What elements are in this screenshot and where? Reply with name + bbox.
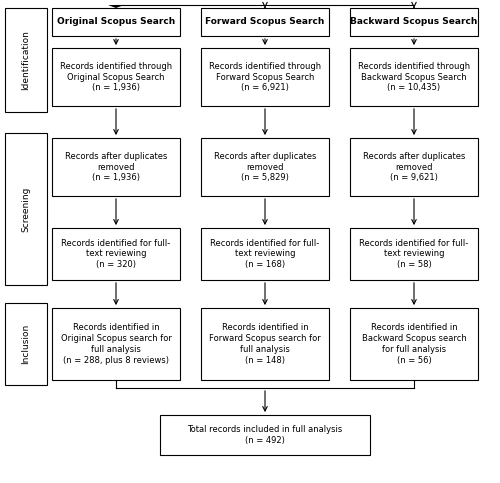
Bar [160,415,370,455]
Text: Records after duplicates
removed
(n = 5,829): Records after duplicates removed (n = 5,… [214,152,316,182]
Text: Backward Scopus Search: Backward Scopus Search [350,17,478,27]
Text: Records identified for full-
text reviewing
(n = 320): Records identified for full- text review… [62,239,170,269]
Text: Records identified through
Forward Scopus Search
(n = 6,921): Records identified through Forward Scopu… [209,62,321,92]
Text: Records after duplicates
removed
(n = 9,621): Records after duplicates removed (n = 9,… [363,152,465,182]
Polygon shape [108,5,124,8]
Text: Records after duplicates
removed
(n = 1,936): Records after duplicates removed (n = 1,… [65,152,167,182]
Text: Records identified through
Backward Scopus Search
(n = 10,435): Records identified through Backward Scop… [358,62,470,92]
Text: Screening: Screening [22,186,30,232]
Text: Records identified in
Original Scopus search for
full analysis
(n = 288, plus 8 : Records identified in Original Scopus se… [60,324,172,365]
Text: Total records included in full analysis
(n = 492): Total records included in full analysis … [188,425,342,445]
Bar [350,48,478,106]
Bar [52,48,180,106]
Text: Records identified in
Backward Scopus search
for full analysis
(n = 56): Records identified in Backward Scopus se… [362,324,467,365]
Text: Records identified through
Original Scopus Search
(n = 1,936): Records identified through Original Scop… [60,62,172,92]
Bar [5,8,47,112]
Text: Original Scopus Search: Original Scopus Search [57,17,175,27]
Bar [5,303,47,385]
Bar [350,8,478,36]
Bar [201,138,329,196]
Bar [52,308,180,380]
Bar [350,228,478,280]
Bar [201,8,329,36]
Bar [5,133,47,285]
Bar [201,228,329,280]
Text: Inclusion: Inclusion [22,324,30,364]
Bar [52,8,180,36]
Bar [201,48,329,106]
Bar [52,138,180,196]
Bar [201,308,329,380]
Bar [350,138,478,196]
Text: Forward Scopus Search: Forward Scopus Search [206,17,324,27]
Text: Identification: Identification [22,30,30,90]
Text: Records identified for full-
text reviewing
(n = 58): Records identified for full- text review… [360,239,469,269]
Bar [52,228,180,280]
Text: Records identified in
Forward Scopus search for
full analysis
(n = 148): Records identified in Forward Scopus sea… [209,324,321,365]
Bar [350,308,478,380]
Text: Records identified for full-
text reviewing
(n = 168): Records identified for full- text review… [210,239,320,269]
